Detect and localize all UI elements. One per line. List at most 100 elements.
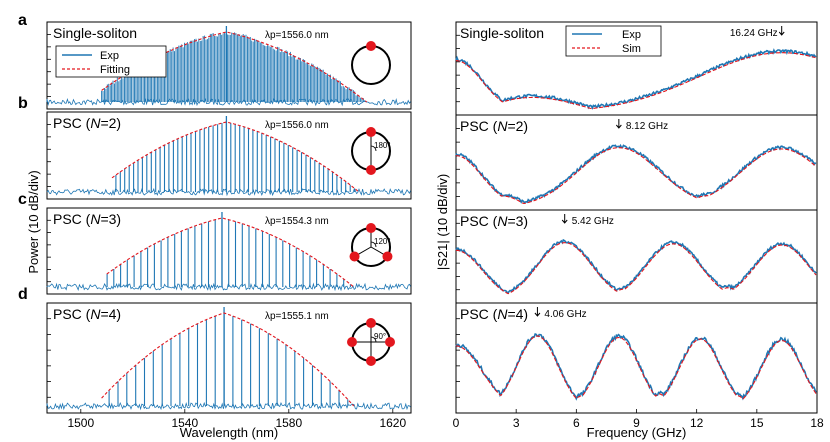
spectrum-title-c: PSC (N=3) <box>53 211 121 227</box>
ring <box>351 45 391 85</box>
spectrum-title-c-part: N <box>90 211 101 227</box>
rf-title-3: PSC (N=4) <box>460 306 528 322</box>
rf-title-1-part: N <box>497 118 508 134</box>
noise-floor <box>46 401 411 411</box>
soliton-dot <box>349 251 360 262</box>
soliton-dot <box>366 356 376 366</box>
x-tick-label: 6 <box>573 416 580 430</box>
legend-exp-label: Exp <box>100 50 119 62</box>
rf-exp-trace <box>455 48 817 110</box>
noise-floor <box>46 97 411 107</box>
rf-title-0-part: Single-soliton <box>460 25 544 41</box>
rf-title-1: PSC (N=2) <box>460 118 528 134</box>
rf-title-2-part: PSC ( <box>460 213 498 229</box>
ring-diagram-d: 90° <box>347 318 395 366</box>
fitting-envelope <box>111 121 360 193</box>
spectrum-panel-d: 90° <box>46 302 412 414</box>
x-axis-title-optical: Wavelength (nm) <box>180 425 279 440</box>
soliton-dot <box>366 41 376 51</box>
rf-title-1-part: PSC ( <box>460 118 498 134</box>
fsr-label-1: 8.12 GHz <box>626 121 668 132</box>
pump-wavelength-d: λp=1555.1 nm <box>265 311 329 322</box>
y-axis-title-optical: Power (10 dB/div) <box>26 170 41 273</box>
fsr-label-2: 5.42 GHz <box>572 216 614 227</box>
fsr-arrow <box>615 119 622 129</box>
ring-diagram-c: 120° <box>349 223 393 267</box>
spectrum-title-c-part: =3) <box>100 211 121 227</box>
x-tick-label: 1500 <box>67 416 94 430</box>
fsr-arrow <box>778 26 785 36</box>
spectrum-title-d-part: =4) <box>100 306 121 322</box>
rf-title-3-part: N <box>497 306 508 322</box>
spectrum-title-c-part: PSC ( <box>53 211 91 227</box>
angle-arc <box>370 336 377 343</box>
x-tick-label: 1540 <box>171 416 198 430</box>
panel-frame <box>46 111 412 200</box>
rf-title-2: PSC (N=3) <box>460 213 528 229</box>
x-tick-label: 0 <box>453 416 460 430</box>
y-axis-title-rf: |S21| (10 dB/div) <box>435 174 450 270</box>
x-axis-title-rf: Frequency (GHz) <box>587 425 687 440</box>
pump-wavelength-a: λp=1556.0 nm <box>265 30 329 41</box>
soliton-dot <box>366 127 376 137</box>
spectrum-title-b: PSC (N=2) <box>53 115 121 131</box>
rf-title-0: Single-soliton <box>460 25 544 41</box>
rf-title-2-part: N <box>497 213 508 229</box>
rf-sim-trace <box>456 147 817 205</box>
legend-sim-label: Sim <box>622 43 641 55</box>
legend-frame <box>565 25 662 57</box>
spectrum-title-d: PSC (N=4) <box>53 306 121 322</box>
comb-lines <box>101 32 367 103</box>
angle-arc <box>370 241 377 248</box>
angle-label-d: 90° <box>374 332 386 341</box>
fsr-label-0: 16.24 GHz <box>730 28 778 39</box>
rf-exp-trace <box>455 238 817 294</box>
x-tick-label: 1620 <box>379 416 406 430</box>
legend-fitting-label: Fitting <box>100 64 130 76</box>
x-tick-label: 1580 <box>275 416 302 430</box>
spectrum-title-d-part: N <box>90 306 101 322</box>
ring-diagram-b: 180° <box>351 127 391 175</box>
legend-frame <box>55 45 167 78</box>
comb-lines <box>115 122 356 192</box>
panel-letter-b: b <box>18 95 28 112</box>
x-tick-label: 3 <box>513 416 520 430</box>
spectrum-panel-a <box>46 21 412 110</box>
x-tick-label: 12 <box>690 416 704 430</box>
panel-frame <box>46 207 412 295</box>
pump-wavelength-c: λp=1554.3 nm <box>265 216 329 227</box>
fsr-label-3: 4.06 GHz <box>544 309 586 320</box>
angle-label-b: 180° <box>374 141 391 150</box>
panel-letter-c: c <box>18 191 27 208</box>
spectrum-title-a: Single-soliton <box>53 25 137 41</box>
panel-frame <box>46 302 412 414</box>
soliton-dot <box>366 165 376 175</box>
x-tick-label: 9 <box>633 416 640 430</box>
soliton-dot <box>366 223 376 233</box>
panel-letter-a: a <box>18 12 27 29</box>
rf-sim-trace <box>455 242 817 295</box>
fsr-arrow <box>534 307 541 317</box>
soliton-dot <box>382 251 393 262</box>
rf-title-3-part: PSC ( <box>460 306 498 322</box>
rf-title-1-part: =2) <box>507 118 528 134</box>
spectrum-title-b-part: PSC ( <box>53 115 91 131</box>
ring-diagram-a <box>351 41 391 85</box>
fsr-arrow <box>561 214 568 224</box>
panel-letter-d: d <box>18 286 28 303</box>
panel-frame <box>46 21 412 110</box>
rf-sim-trace <box>455 52 817 110</box>
rf-exp-trace <box>455 143 817 204</box>
spectrum-title-a-part: Single-soliton <box>53 25 137 41</box>
pump-wavelength-b: λp=1556.0 nm <box>265 120 329 131</box>
spectrum-panel-b: 180° <box>46 111 412 200</box>
legend-rf: Exp Sim <box>565 25 662 57</box>
soliton-dot <box>385 337 395 347</box>
soliton-dot <box>347 337 357 347</box>
angle-label-c: 120° <box>374 237 391 246</box>
spectrum-title-d-part: PSC ( <box>53 306 91 322</box>
spectrum-panel-c: 120° <box>46 207 412 295</box>
spectrum-title-b-part: N <box>90 115 101 131</box>
rf-title-2-part: =3) <box>507 213 528 229</box>
rf-title-3-part: =4) <box>507 306 528 322</box>
